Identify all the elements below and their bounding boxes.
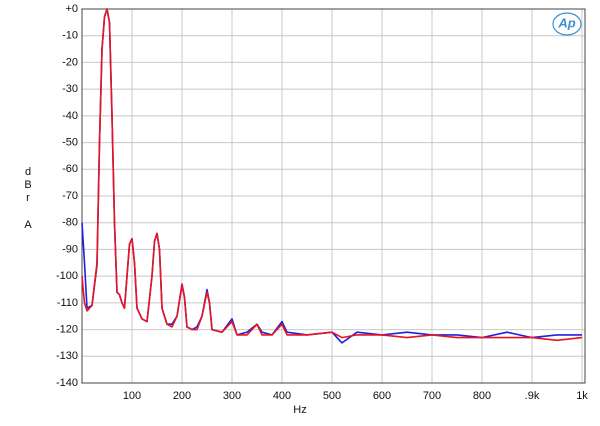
- y-tick-label: +0: [65, 3, 78, 15]
- y-tick-label: -20: [62, 56, 78, 68]
- y-tick-label: -40: [62, 110, 78, 122]
- y-tick-label: -90: [62, 243, 78, 255]
- y-tick-label: -70: [62, 190, 78, 202]
- y-axis-label: A: [24, 219, 32, 231]
- y-tick-label: -30: [62, 83, 78, 95]
- x-tick-label: 200: [173, 390, 191, 402]
- x-tick-label: 600: [373, 390, 391, 402]
- y-tick-label: -140: [56, 377, 78, 389]
- series-line: [81, 8, 583, 342]
- y-tick-label: -130: [56, 350, 78, 362]
- y-axis-label: B: [24, 179, 31, 191]
- y-tick-label: -80: [62, 217, 78, 229]
- y-tick-label: -60: [62, 163, 78, 175]
- logo: Ap: [557, 15, 575, 30]
- x-tick-label: 100: [123, 390, 141, 402]
- x-tick-label: 1k: [576, 390, 588, 402]
- x-tick-label: 800: [473, 390, 491, 402]
- x-tick-label: 400: [273, 390, 291, 402]
- y-axis-label: r: [26, 192, 30, 204]
- y-tick-label: -10: [62, 30, 78, 42]
- x-tick-label: 500: [323, 390, 341, 402]
- y-axis-label: d: [25, 166, 31, 178]
- y-tick-label: -110: [57, 297, 78, 309]
- y-tick-label: -120: [56, 323, 78, 335]
- logo-ring: [552, 12, 582, 36]
- x-tick-label: 700: [423, 390, 441, 402]
- y-tick-label: -100: [56, 270, 78, 282]
- x-axis-label: Hz: [293, 404, 306, 416]
- x-tick-label: 300: [223, 390, 241, 402]
- plot-frame: [81, 8, 586, 384]
- x-tick-label: .9k: [525, 390, 540, 402]
- y-tick-label: -50: [62, 136, 78, 148]
